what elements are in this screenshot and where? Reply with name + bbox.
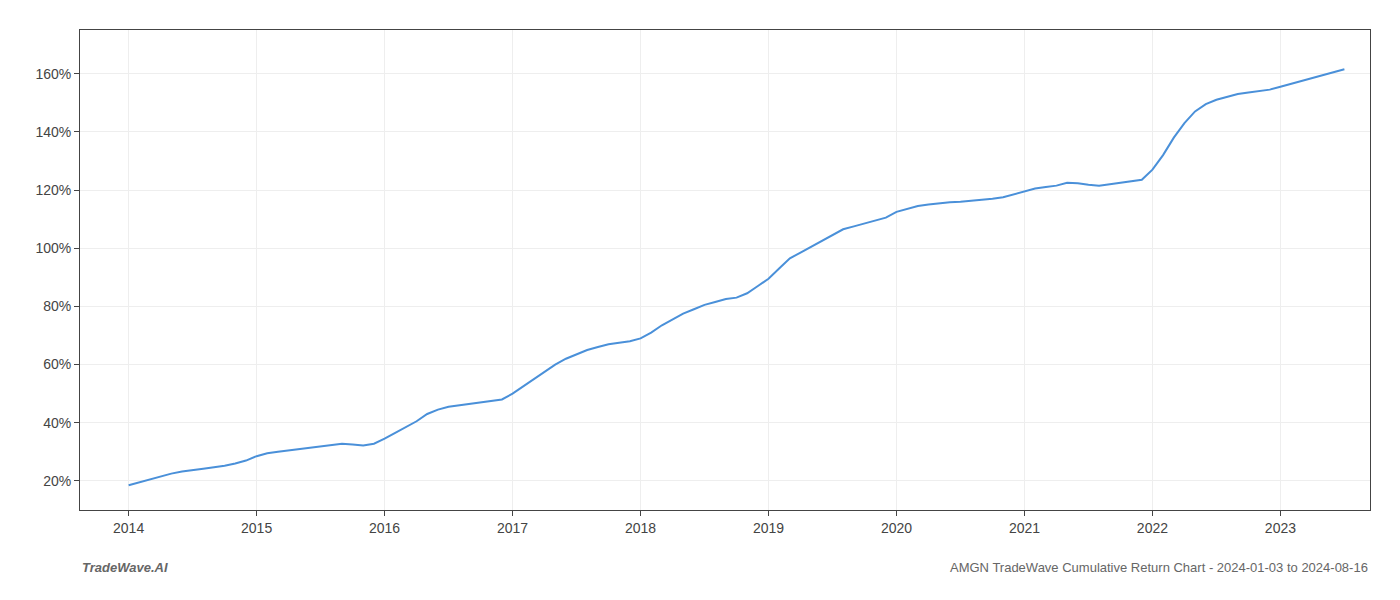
svg-text:2015: 2015 xyxy=(241,520,272,536)
svg-text:2020: 2020 xyxy=(881,520,912,536)
svg-text:160%: 160% xyxy=(35,66,71,82)
svg-text:2021: 2021 xyxy=(1009,520,1040,536)
svg-text:2023: 2023 xyxy=(1265,520,1296,536)
svg-text:2014: 2014 xyxy=(113,520,144,536)
svg-text:20%: 20% xyxy=(43,473,71,489)
svg-text:140%: 140% xyxy=(35,124,71,140)
svg-text:TradeWave.AI: TradeWave.AI xyxy=(82,560,168,575)
svg-text:100%: 100% xyxy=(35,240,71,256)
svg-text:40%: 40% xyxy=(43,415,71,431)
svg-text:80%: 80% xyxy=(43,298,71,314)
svg-text:2017: 2017 xyxy=(497,520,528,536)
svg-text:60%: 60% xyxy=(43,356,71,372)
svg-text:2016: 2016 xyxy=(369,520,400,536)
svg-text:AMGN TradeWave Cumulative Retu: AMGN TradeWave Cumulative Return Chart -… xyxy=(950,560,1368,575)
svg-text:120%: 120% xyxy=(35,182,71,198)
svg-text:2018: 2018 xyxy=(625,520,656,536)
svg-text:2022: 2022 xyxy=(1137,520,1168,536)
svg-text:2019: 2019 xyxy=(753,520,784,536)
